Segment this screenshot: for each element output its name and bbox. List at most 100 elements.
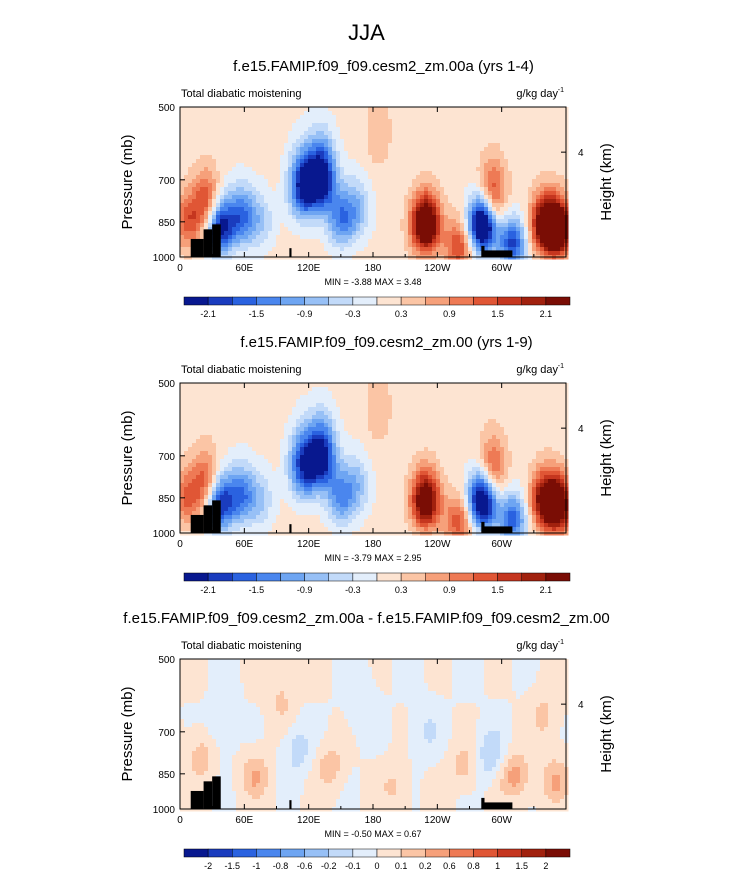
x-tick-label: 120E [297, 539, 321, 550]
colorbar-swatch [232, 572, 257, 582]
colorbar-swatch [256, 296, 281, 306]
colorbar-3 [183, 848, 571, 858]
stats-text: MIN = -3.88 MAX = 3.48 [324, 277, 421, 287]
panel-left-label: Total diabatic moistening [181, 364, 301, 376]
colorbar-swatch [521, 848, 547, 858]
colorbar-swatch [400, 572, 426, 582]
y-tick-label: 700 [158, 728, 175, 739]
colorbar-swatch [473, 572, 498, 582]
panel-units-exponent: -1 [558, 639, 564, 646]
x-tick-label: 180 [365, 263, 382, 274]
x-tick-label: 60W [491, 263, 512, 274]
colorbar-swatch [425, 848, 450, 858]
panel-units-exponent: -1 [558, 363, 564, 370]
colorbar-swatch [545, 572, 571, 582]
y-tick-label: 500 [158, 103, 175, 114]
panel-3-field [180, 659, 569, 812]
colorbar-swatch [232, 848, 257, 858]
colorbar-swatch [256, 572, 281, 582]
y-right-tick-label: 4 [578, 700, 584, 711]
colorbar-label: -0.1 [345, 861, 361, 871]
colorbar-swatch [304, 572, 329, 582]
x-tick-label: 60E [235, 815, 253, 826]
x-tick-label: 120W [424, 263, 451, 274]
colorbar-label: 1.5 [515, 861, 528, 871]
y-tick-label: 500 [158, 655, 175, 666]
colorbar-label: -2.1 [200, 309, 216, 319]
y-right-axis-label: Height (km) [598, 419, 615, 497]
colorbar-label: -0.2 [321, 861, 337, 871]
y-right-tick-label: 4 [578, 148, 584, 159]
y-tick-label: 850 [158, 494, 175, 505]
colorbar-swatch [352, 848, 378, 858]
y-tick-label: 1000 [153, 253, 176, 264]
x-tick-label: 120W [424, 539, 451, 550]
x-tick-label: 60E [235, 539, 253, 550]
colorbar-swatch [425, 296, 450, 306]
panel-left-label: Total diabatic moistening [181, 88, 301, 100]
figure-title: JJA [348, 20, 385, 45]
colorbar-label: -0.9 [297, 309, 313, 319]
x-tick-label: 180 [365, 815, 382, 826]
colorbar-swatch [449, 296, 474, 306]
colorbar-label: 0.9 [443, 309, 456, 319]
colorbar-swatch [304, 296, 329, 306]
colorbar-label: -2 [204, 861, 212, 871]
x-tick-label: 120E [297, 815, 321, 826]
y-tick-label: 1000 [153, 529, 176, 540]
colorbar-swatch [376, 848, 402, 858]
colorbar-label: -2.1 [200, 585, 216, 595]
colorbar-label: 0.3 [395, 309, 408, 319]
stats-text: MIN = -3.79 MAX = 2.95 [324, 553, 421, 563]
panel-units: g/kg day [516, 364, 558, 376]
panel-units-exponent: -1 [558, 87, 564, 94]
colorbar-swatch [280, 848, 305, 858]
colorbar-swatch [352, 572, 378, 582]
colorbar-label: -0.3 [345, 309, 361, 319]
y-axis-label: Pressure (mb) [119, 134, 136, 229]
x-tick-label: 60E [235, 263, 253, 274]
panel-2-title: f.e15.FAMIP.f09_f09.cesm2_zm.00 (yrs 1-9… [240, 334, 533, 351]
colorbar-label: -1.5 [224, 861, 240, 871]
colorbar-swatch [473, 848, 498, 858]
colorbar-swatch [232, 296, 257, 306]
colorbar-label: -0.6 [297, 861, 313, 871]
panel-left-label: Total diabatic moistening [181, 640, 301, 652]
y-tick-label: 700 [158, 452, 175, 463]
colorbar-label: -0.3 [345, 585, 361, 595]
colorbar-swatch [328, 848, 354, 858]
colorbar-swatch [352, 296, 378, 306]
y-right-tick-label: 4 [578, 424, 584, 435]
y-tick-label: 700 [158, 176, 175, 187]
x-tick-label: 0 [177, 263, 183, 274]
colorbar-swatch [376, 572, 402, 582]
colorbar-swatch [256, 848, 281, 858]
y-axis-label: Pressure (mb) [119, 686, 136, 781]
colorbar-swatch [183, 572, 209, 582]
colorbar-swatch [280, 296, 305, 306]
panel-2-topography [190, 500, 513, 533]
x-tick-label: 120W [424, 815, 451, 826]
colorbar-swatch [183, 848, 209, 858]
colorbar-swatch [183, 296, 209, 306]
stats-text: MIN = -0.50 MAX = 0.67 [324, 829, 421, 839]
colorbar-swatch [400, 848, 426, 858]
panel-units: g/kg day [516, 88, 558, 100]
y-right-axis-label: Height (km) [598, 143, 615, 221]
colorbar-swatch [497, 296, 522, 306]
panel-units: g/kg day [516, 640, 558, 652]
colorbar-label: 2.1 [540, 309, 553, 319]
colorbar-swatch [376, 296, 402, 306]
colorbar-swatch [207, 296, 233, 306]
colorbar-label: 0.9 [443, 585, 456, 595]
panel-1-topography [190, 224, 513, 257]
colorbar-swatch [449, 848, 474, 858]
x-tick-label: 60W [491, 815, 512, 826]
y-tick-label: 850 [158, 218, 175, 229]
colorbar-label: -1.5 [249, 309, 265, 319]
colorbar-label: -0.9 [297, 585, 313, 595]
colorbar-swatch [497, 572, 522, 582]
colorbar-label: 1.5 [491, 309, 504, 319]
x-tick-label: 180 [365, 539, 382, 550]
